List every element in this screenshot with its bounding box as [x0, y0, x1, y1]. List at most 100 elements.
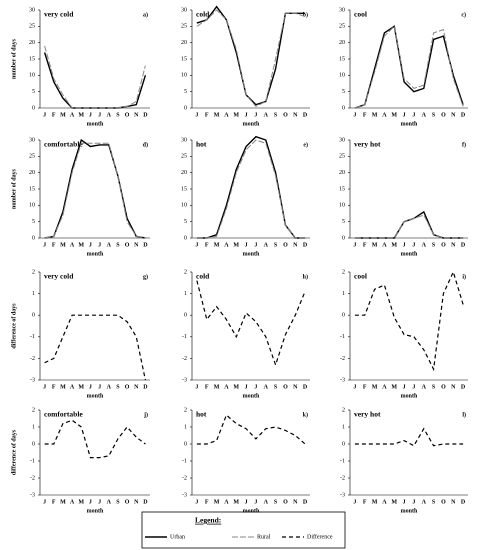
y-tick-label: 0 — [184, 313, 187, 319]
y-tick-label: 30 — [339, 137, 345, 143]
series-line — [196, 5, 306, 106]
series-line — [196, 414, 306, 445]
x-tick-label: A — [107, 112, 112, 118]
x-tick-label: M — [214, 384, 220, 390]
y-tick-label: 10 — [29, 203, 35, 209]
panel-title: hot — [196, 410, 207, 419]
y-tick-label: 20 — [181, 170, 187, 176]
x-tick-label: J — [43, 112, 46, 118]
y-tick-label: 5 — [342, 89, 345, 95]
series-line — [354, 25, 464, 109]
x-tick-label: S — [274, 499, 278, 505]
panel-title: comfortable — [44, 410, 83, 419]
x-tick-label: F — [205, 384, 209, 390]
x-tick-label: A — [264, 384, 269, 390]
y-tick-label: 25 — [29, 154, 35, 160]
x-tick-label: F — [363, 499, 367, 505]
x-tick-label: O — [125, 242, 130, 248]
x-tick-label: D — [303, 384, 308, 390]
x-tick-label: M — [78, 384, 84, 390]
x-tick-label: F — [52, 499, 56, 505]
x-tick-label: J — [353, 242, 356, 248]
x-tick-label: N — [134, 242, 139, 248]
x-tick-label: A — [422, 242, 427, 248]
x-axis-label: month — [401, 121, 418, 127]
x-tick-label: A — [224, 242, 229, 248]
y-tick-label: 15 — [181, 56, 187, 62]
x-axis-label: month — [243, 121, 260, 127]
series-line — [354, 210, 464, 239]
x-tick-label: A — [382, 112, 387, 118]
x-tick-label: J — [412, 112, 415, 118]
x-tick-label: N — [293, 384, 298, 390]
x-tick-label: A — [70, 499, 75, 505]
y-tick-label: 2 — [184, 407, 187, 413]
x-tick-label: J — [412, 242, 415, 248]
y-tick-label: 15 — [29, 56, 35, 62]
x-tick-label: D — [461, 242, 466, 248]
x-tick-label: S — [432, 499, 436, 505]
x-tick-label: J — [412, 499, 415, 505]
x-tick-label: F — [205, 112, 209, 118]
x-tick-label: J — [254, 112, 257, 118]
y-tick-label: 25 — [181, 24, 187, 30]
y-axis-label: difference of days — [11, 303, 17, 349]
series-line — [354, 25, 464, 109]
x-tick-label: A — [224, 384, 229, 390]
x-tick-label: J — [195, 242, 198, 248]
x-tick-label: D — [143, 384, 148, 390]
series-line — [196, 139, 306, 239]
panel-label: h) — [303, 273, 308, 280]
x-axis-label: month — [243, 393, 260, 399]
series-line — [44, 314, 146, 381]
y-tick-label: 30 — [181, 137, 187, 143]
x-tick-label: S — [274, 384, 278, 390]
y-tick-label: 0 — [342, 441, 345, 447]
x-tick-label: O — [441, 499, 446, 505]
x-tick-label: A — [264, 499, 269, 505]
x-tick-label: F — [363, 242, 367, 248]
y-tick-label: -2 — [182, 475, 187, 481]
x-tick-label: J — [89, 499, 92, 505]
x-tick-label: J — [89, 242, 92, 248]
x-tick-label: M — [214, 499, 220, 505]
y-tick-label: 1 — [184, 424, 187, 430]
x-tick-label: M — [214, 242, 220, 248]
y-tick-label: 2 — [184, 269, 187, 275]
panel-label: j) — [143, 411, 148, 418]
y-tick-label: 10 — [339, 73, 345, 79]
y-tick-label: -2 — [30, 475, 35, 481]
x-tick-label: O — [441, 242, 446, 248]
y-tick-label: 1 — [342, 424, 345, 430]
x-tick-label: D — [143, 499, 148, 505]
y-tick-label: 0 — [342, 235, 345, 241]
panel-label: k) — [303, 411, 308, 418]
y-tick-label: 5 — [32, 219, 35, 225]
panel-title: very cold — [44, 272, 74, 281]
series-line — [44, 419, 146, 459]
panel-label: e) — [303, 141, 308, 148]
x-tick-label: F — [52, 112, 56, 118]
x-axis-label: month — [401, 251, 418, 257]
y-tick-label: 5 — [184, 89, 187, 95]
y-tick-label: -2 — [340, 475, 345, 481]
x-tick-label: N — [293, 112, 298, 118]
y-tick-label: -2 — [340, 356, 345, 362]
panel-title: cold — [196, 10, 210, 19]
x-tick-label: O — [283, 242, 288, 248]
y-tick-label: 20 — [181, 40, 187, 46]
x-tick-label: F — [205, 499, 209, 505]
x-tick-label: N — [451, 384, 456, 390]
x-tick-label: M — [233, 112, 239, 118]
x-axis-label: month — [401, 393, 418, 399]
y-tick-label: 1 — [32, 291, 35, 297]
series-line — [44, 138, 146, 239]
x-tick-label: D — [303, 499, 308, 505]
panel-label: i) — [462, 273, 466, 280]
x-tick-label: J — [353, 384, 356, 390]
x-tick-label: A — [382, 242, 387, 248]
x-tick-label: A — [264, 242, 269, 248]
x-tick-label: M — [78, 242, 84, 248]
y-tick-label: 20 — [29, 170, 35, 176]
x-tick-label: J — [403, 384, 406, 390]
